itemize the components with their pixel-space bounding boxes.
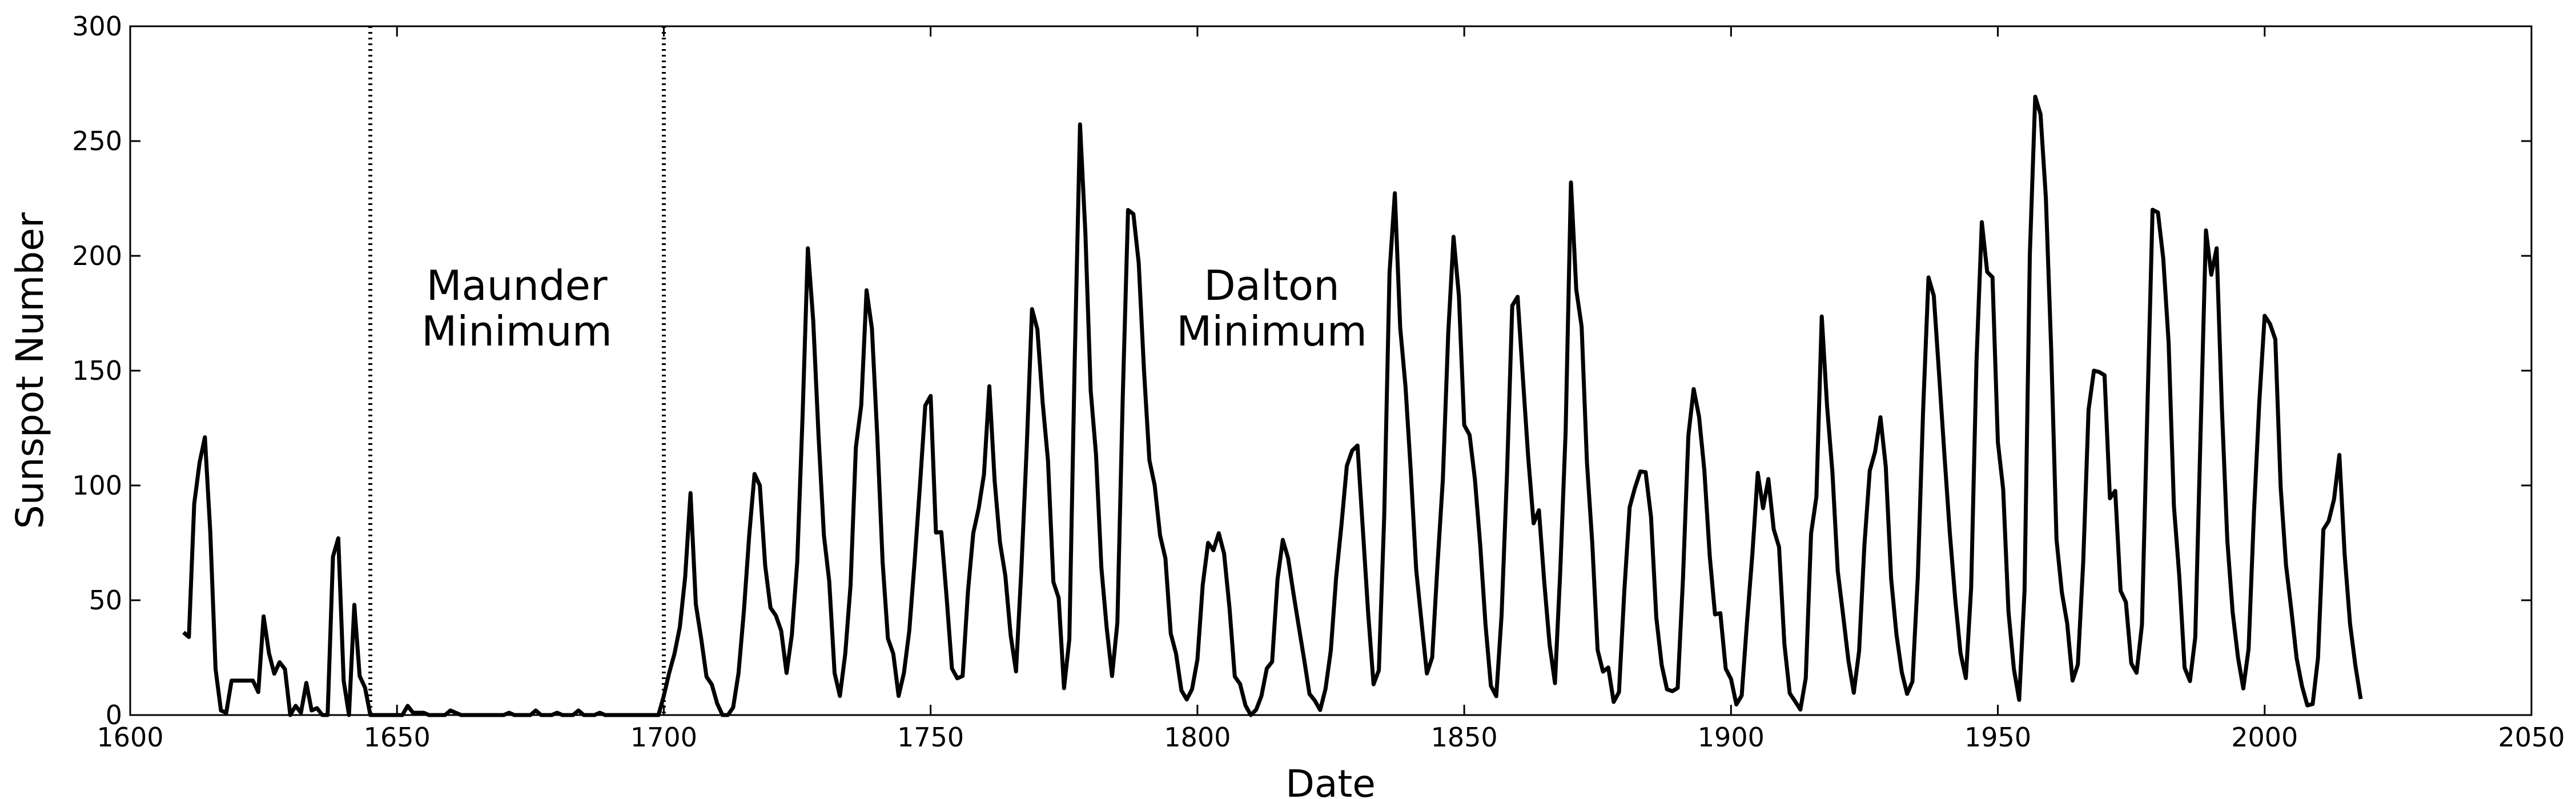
y-tick-label: 300 bbox=[72, 11, 122, 42]
y-tick-label: 150 bbox=[72, 355, 122, 386]
annotation-line: Maunder bbox=[426, 262, 608, 310]
x-tick-label: 1900 bbox=[1698, 722, 1765, 753]
y-tick-label: 100 bbox=[72, 470, 122, 501]
plot-frame bbox=[129, 25, 2533, 716]
y-tick-label: 50 bbox=[89, 585, 122, 616]
annotation-line: Minimum bbox=[421, 307, 612, 355]
x-axis-label: Date bbox=[1285, 762, 1376, 799]
annotation: Dalton Minimum bbox=[1176, 262, 1367, 355]
x-tick-label: 1650 bbox=[364, 722, 431, 753]
y-tick-label: 200 bbox=[72, 240, 122, 271]
x-tick-label: 1750 bbox=[897, 722, 964, 753]
x-tick-label: 1700 bbox=[630, 722, 697, 753]
y-tick-label: 250 bbox=[72, 126, 122, 156]
x-tick-label: 1950 bbox=[1964, 722, 2031, 753]
x-tick-label: 1800 bbox=[1164, 722, 1231, 753]
data-line bbox=[182, 94, 2363, 717]
y-tick-label: 0 bbox=[106, 700, 122, 730]
annotation-line: Minimum bbox=[1176, 307, 1367, 355]
annotation-line: Dalton bbox=[1204, 262, 1339, 310]
x-tick-label: 2050 bbox=[2498, 722, 2565, 753]
y-axis-label: Sunspot Number bbox=[8, 212, 52, 529]
annotation: Maunder Minimum bbox=[421, 262, 612, 355]
x-tick-label: 2000 bbox=[2231, 722, 2298, 753]
x-tick-label: 1850 bbox=[1431, 722, 1498, 753]
x-tick-label: 1600 bbox=[97, 722, 163, 753]
